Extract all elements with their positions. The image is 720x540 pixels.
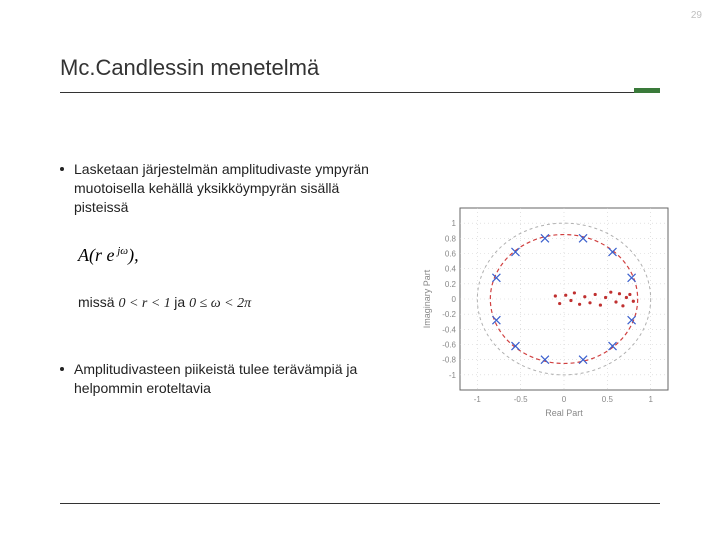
svg-text:0.2: 0.2 [445,280,457,289]
bullet-2: Amplitudivasteen piikeistä tulee teräväm… [60,360,390,398]
chart-svg: -1 -0.5 0 0.5 1 -1 -0.8 -0.6 -0.4 -0.2 0 0.2 0.4 0.6 0… [418,200,678,420]
missa-prefix: missä [78,294,115,310]
svg-text:0.4: 0.4 [445,265,457,274]
accent-bar [634,88,660,93]
svg-text:0.6: 0.6 [445,250,457,259]
range-r: 0 < r < 1 [118,296,174,311]
svg-text:-0.8: -0.8 [442,356,456,365]
svg-text:Imaginary Part: Imaginary Part [422,269,432,328]
bullet-1: Lasketaan järjestelmän amplitudivaste ym… [60,160,390,217]
svg-text:-0.4: -0.4 [442,325,456,334]
range-omega: 0 ≤ ω < 2π [189,296,251,311]
formula: A(r e jω), [60,245,390,266]
title-rule [60,92,660,93]
svg-text:0: 0 [452,295,457,304]
page-number: 29 [691,10,702,21]
svg-text:1: 1 [452,219,457,228]
svg-text:-0.2: -0.2 [442,310,456,319]
svg-text:0.8: 0.8 [445,234,457,243]
svg-text:-1: -1 [474,395,482,404]
svg-text:Real Part: Real Part [545,408,583,418]
svg-text:0.5: 0.5 [602,395,614,404]
range-line: missä 0 < r < 1 ja 0 ≤ ω < 2π [60,294,390,312]
unit-circle-chart: -1 -0.5 0 0.5 1 -1 -0.8 -0.6 -0.4 -0.2 0 0.2 0.4 0.6 0… [418,200,678,420]
page-title: Mc.Candlessin menetelmä [60,55,319,81]
bottom-rule [60,503,660,504]
bullet-dot-icon [60,167,64,171]
bullet-1-text: Lasketaan järjestelmän amplitudivaste ym… [74,161,369,215]
missa-mid: ja [174,294,185,310]
text-column: Lasketaan järjestelmän amplitudivaste ym… [60,160,390,425]
svg-text:-1: -1 [449,371,457,380]
svg-text:0: 0 [562,395,567,404]
bullet-dot-icon [60,367,64,371]
bullet-2-text: Amplitudivasteen piikeistä tulee teräväm… [74,361,357,396]
svg-text:-0.5: -0.5 [514,395,528,404]
svg-text:-0.6: -0.6 [442,341,456,350]
svg-text:1: 1 [648,395,653,404]
